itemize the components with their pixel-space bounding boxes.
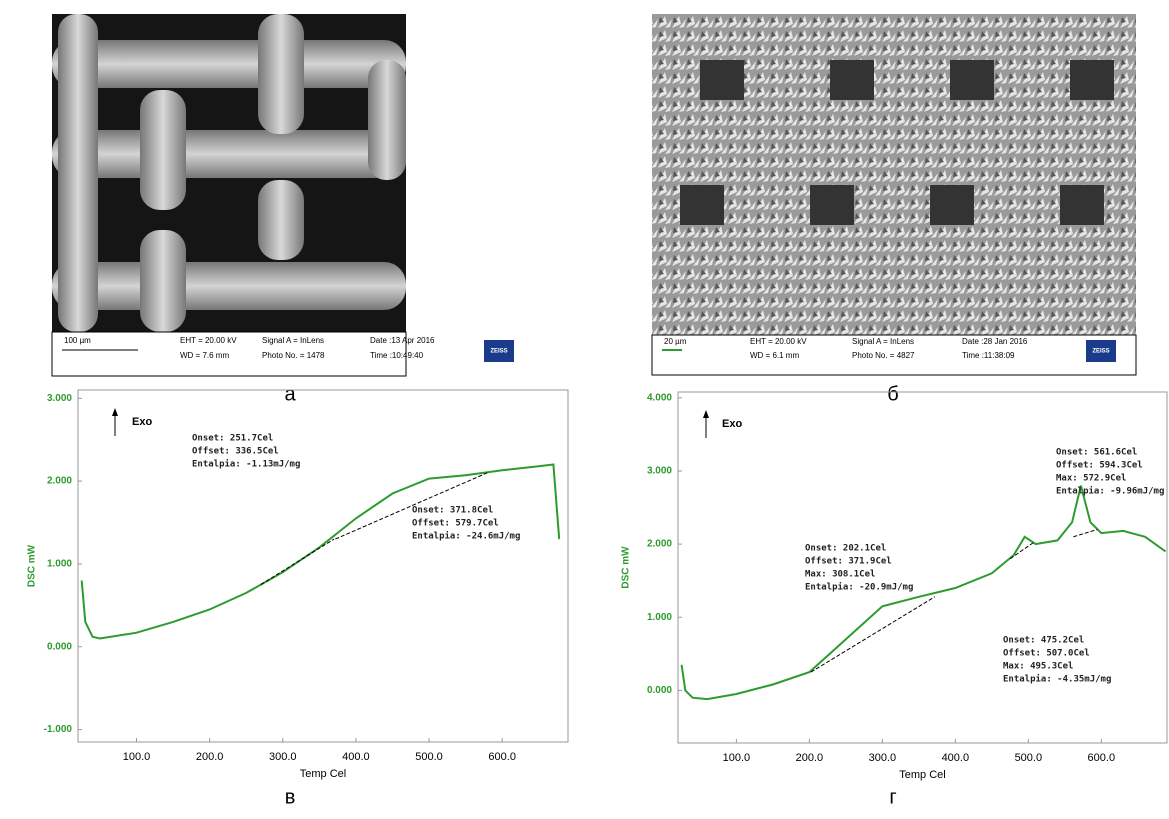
annotation: Offset: 371.9Cel	[805, 557, 892, 567]
scale-bar-label: 100 µm	[64, 336, 91, 345]
annotation: Entalpia: -24.6mJ/mg	[412, 531, 520, 542]
annotation: Offset: 594.3Cel	[1056, 461, 1143, 471]
dsc-curve	[682, 486, 1166, 699]
y-axis-label: DSC mW	[621, 546, 632, 589]
date: Date :28 Jan 2016	[962, 337, 1028, 346]
annotation: Entalpia: -1.13mJ/mg	[192, 459, 300, 470]
x-tick-label: 500.0	[1015, 752, 1043, 764]
x-tick-label: 300.0	[869, 752, 897, 764]
y-axis-label: DSC mW	[27, 544, 38, 587]
annotation: Onset: 371.8Cel	[412, 506, 493, 516]
signal: Signal A = InLens	[852, 337, 914, 346]
time: Time :11:38:09	[962, 351, 1015, 360]
x-tick-label: 500.0	[415, 751, 443, 763]
x-tick-label: 100.0	[123, 751, 151, 763]
sem-image-b	[652, 14, 1136, 375]
photo-no: Photo No. = 1478	[262, 351, 325, 360]
eht: EHT = 20.00 kV	[180, 336, 237, 345]
exo-label: Exo	[722, 418, 742, 430]
baseline	[811, 597, 935, 672]
sem-image-a	[52, 14, 514, 376]
baseline	[1073, 530, 1097, 537]
photo-no: Photo No. = 4827	[852, 351, 915, 360]
y-tick-label: 1.000	[647, 612, 672, 623]
annotation: Onset: 475.2Cel	[1003, 636, 1084, 646]
scale-bar-label: 20 µm	[664, 337, 687, 346]
caption: в	[285, 786, 296, 808]
eht: EHT = 20.00 kV	[750, 337, 807, 346]
y-tick-label: 0.000	[647, 685, 672, 696]
y-tick-label: -1.000	[44, 724, 73, 735]
caption: г	[889, 786, 896, 808]
x-tick-label: 600.0	[488, 751, 516, 763]
x-tick-label: 400.0	[942, 752, 970, 764]
wd: WD = 6.1 mm	[750, 351, 799, 360]
y-tick-label: 2.000	[647, 539, 672, 550]
x-tick-label: 600.0	[1088, 752, 1116, 764]
annotation: Offset: 336.5Cel	[192, 447, 279, 457]
y-tick-label: 0.000	[47, 641, 72, 652]
annotation: Onset: 202.1Cel	[805, 544, 886, 554]
x-axis-label: Temp Cel	[300, 768, 346, 780]
x-tick-label: 100.0	[723, 752, 751, 764]
annotation: Entalpia: -9.96mJ/mg	[1056, 486, 1164, 497]
y-tick-label: 3.000	[647, 466, 672, 477]
y-tick-label: 1.000	[47, 559, 72, 570]
annotation: Entalpia: -20.9mJ/mg	[805, 582, 913, 593]
time: Time :10:49:40	[370, 351, 424, 360]
annotation: Entalpia: -4.35mJ/mg	[1003, 674, 1111, 685]
annotation: Onset: 561.6Cel	[1056, 448, 1137, 458]
annotation: Max: 495.3Cel	[1003, 662, 1073, 672]
annotation: Offset: 579.7Cel	[412, 519, 499, 529]
exo-label: Exo	[132, 416, 152, 428]
y-tick-label: 2.000	[47, 476, 72, 487]
x-tick-label: 200.0	[796, 752, 824, 764]
x-tick-label: 300.0	[269, 751, 297, 763]
exo-arrowhead	[112, 408, 118, 416]
annotation: Max: 308.1Cel	[805, 570, 875, 580]
x-tick-label: 200.0	[196, 751, 224, 763]
annotation: Onset: 251.7Cel	[192, 434, 273, 444]
wd: WD = 7.6 mm	[180, 351, 229, 360]
caption: а	[284, 383, 296, 405]
date: Date :13 Apr 2016	[370, 336, 435, 345]
exo-arrowhead	[703, 410, 709, 418]
plot-frame	[78, 390, 568, 742]
y-tick-label: 3.000	[47, 393, 72, 404]
annotation: Max: 572.9Cel	[1056, 474, 1126, 484]
figure: 100 µm EHT = 20.00 kV WD = 7.6 mm Signal…	[0, 0, 1169, 814]
signal: Signal A = InLens	[262, 336, 324, 345]
logo: ZEISS	[490, 349, 507, 355]
x-axis-label: Temp Cel	[899, 769, 945, 781]
caption: б	[887, 383, 898, 405]
annotation: Offset: 507.0Cel	[1003, 649, 1090, 659]
dsc-curve	[82, 465, 560, 639]
baseline	[261, 539, 334, 585]
x-tick-label: 400.0	[342, 751, 370, 763]
logo: ZEISS	[1092, 349, 1109, 355]
y-tick-label: 4.000	[647, 392, 672, 403]
